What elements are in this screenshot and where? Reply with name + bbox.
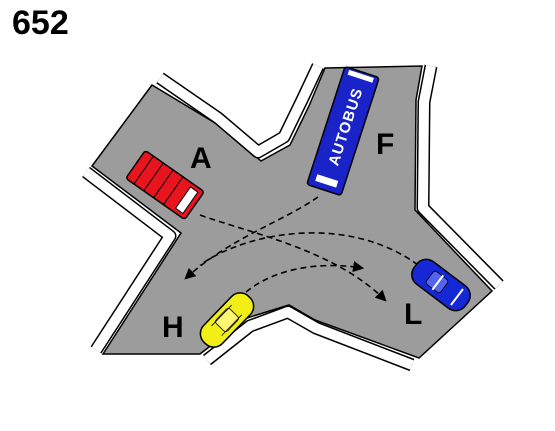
label-a: A xyxy=(190,142,212,175)
path-bus-to-h xyxy=(184,196,319,280)
road-curbs xyxy=(82,63,504,372)
red-vehicle xyxy=(126,150,204,220)
trajectories xyxy=(184,196,419,302)
yellow-car xyxy=(199,292,255,348)
blue-car xyxy=(411,258,471,312)
label-l: L xyxy=(404,298,422,331)
path-red-to-l xyxy=(199,214,387,302)
label-f: F xyxy=(376,128,394,161)
path-blue-to-h xyxy=(199,232,419,266)
path-yellow-to-f xyxy=(245,261,365,293)
label-h: H xyxy=(162,311,184,344)
question-number: 652 xyxy=(12,4,69,42)
